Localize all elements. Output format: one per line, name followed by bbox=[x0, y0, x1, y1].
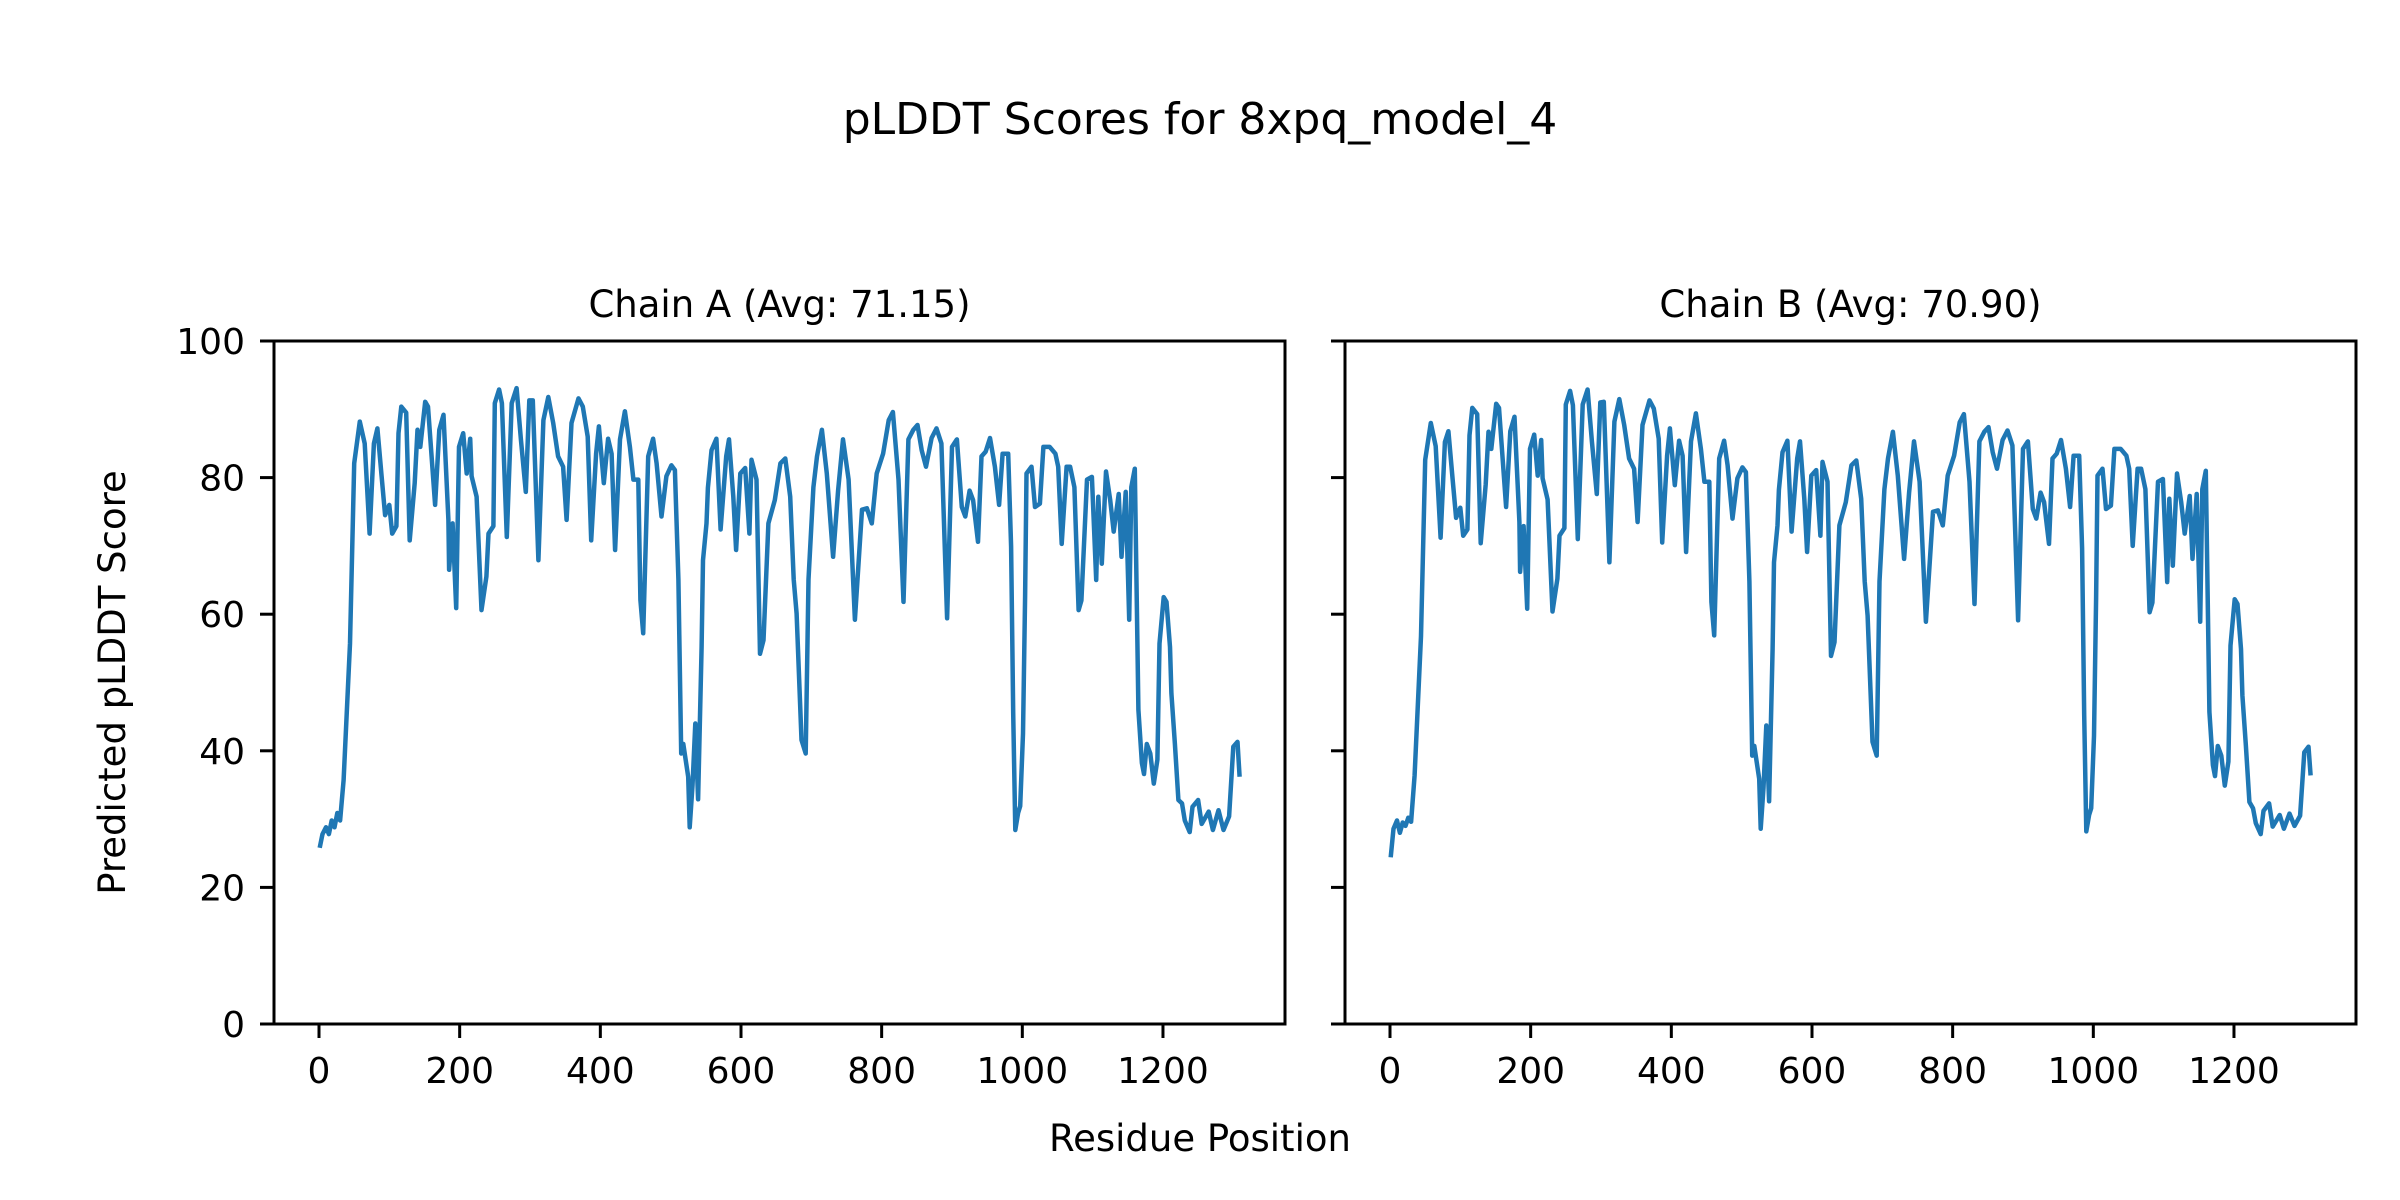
y-tick-label: 100 bbox=[176, 322, 245, 363]
y-ticks-chain-a: 0 20 40 60 80 100 bbox=[176, 322, 274, 1046]
x-tick-label: 0 bbox=[1379, 1051, 1402, 1092]
x-tick-label: 200 bbox=[425, 1051, 494, 1092]
x-tick-label: 1200 bbox=[2188, 1051, 2280, 1092]
plot-area-chain-a bbox=[317, 385, 1242, 849]
series-line-chain-b bbox=[1388, 387, 2313, 858]
panel-chain-a: Chain A (Avg: 71.15) 0 200 400 600 800 1000 12… bbox=[176, 283, 1287, 1092]
x-tick-label: 1200 bbox=[1117, 1051, 1209, 1092]
x-axis-label: Residue Position bbox=[1049, 1117, 1351, 1160]
axes-frame-chain-b bbox=[1343, 339, 2358, 1026]
x-tick-label: 400 bbox=[1637, 1051, 1706, 1092]
y-tick-label: 80 bbox=[199, 459, 245, 500]
y-tick-label: 60 bbox=[199, 595, 245, 636]
x-tick-label: 1000 bbox=[2048, 1051, 2140, 1092]
figure-title: pLDDT Scores for 8xpq_model_4 bbox=[843, 94, 1558, 145]
y-tick-label: 20 bbox=[199, 868, 245, 909]
axes-frame-chain-a bbox=[272, 339, 1287, 1026]
x-tick-label: 800 bbox=[1918, 1051, 1987, 1092]
panel-chain-b: Chain B (Avg: 70.90) 0 200 400 600 800 1000 12… bbox=[1331, 283, 2358, 1092]
x-ticks-chain-b: 0 200 400 600 800 1000 1200 bbox=[1379, 1024, 2280, 1092]
y-tick-label: 0 bbox=[222, 1005, 245, 1046]
x-tick-label: 1000 bbox=[977, 1051, 1069, 1092]
x-tick-label: 800 bbox=[847, 1051, 916, 1092]
y-tick-label: 40 bbox=[199, 732, 245, 773]
x-tick-label: 600 bbox=[1778, 1051, 1847, 1092]
series-line-chain-a bbox=[317, 385, 1242, 849]
y-axis-label: Predicted pLDDT Score bbox=[91, 470, 134, 895]
plot-area-chain-b bbox=[1388, 387, 2313, 858]
x-tick-label: 600 bbox=[707, 1051, 776, 1092]
y-ticks-chain-b bbox=[1331, 339, 1345, 1026]
panel-title-chain-a: Chain A (Avg: 71.15) bbox=[588, 283, 970, 326]
panel-title-chain-b: Chain B (Avg: 70.90) bbox=[1659, 283, 2041, 326]
x-tick-label: 200 bbox=[1496, 1051, 1565, 1092]
x-tick-label: 0 bbox=[308, 1051, 331, 1092]
x-tick-label: 400 bbox=[566, 1051, 635, 1092]
x-ticks-chain-a: 0 200 400 600 800 1000 1200 bbox=[308, 1024, 1209, 1092]
